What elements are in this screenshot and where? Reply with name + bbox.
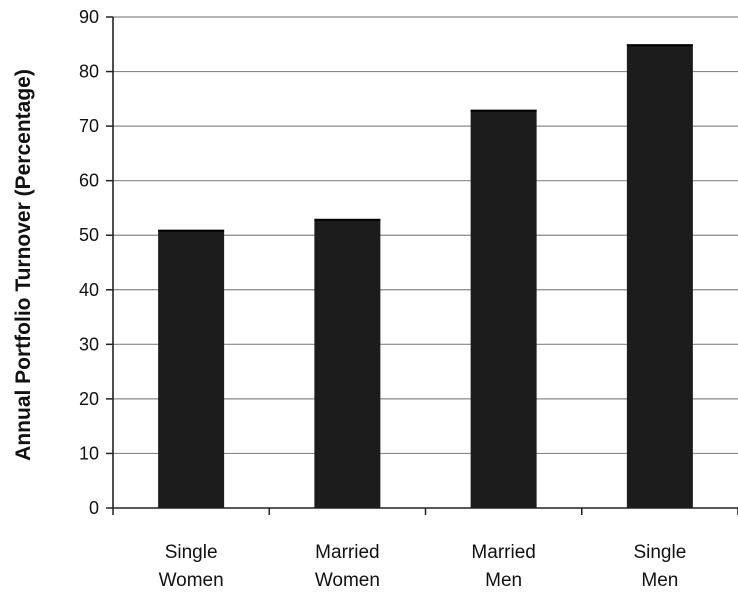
x-category-label-line: Women (315, 570, 380, 591)
bar (314, 218, 381, 508)
x-category-label-line: Single (633, 542, 686, 563)
y-tick-label: 50 (79, 225, 99, 245)
bars (158, 44, 693, 509)
x-category-label: Single Women (159, 542, 224, 591)
x-category-label-line: Men (641, 570, 678, 591)
x-category-label-line: Women (159, 570, 224, 591)
x-category-label-line: Men (485, 570, 522, 591)
x-category-labels: Single Women Married Women Married Men Single M… (159, 542, 687, 591)
y-tick-labels: 0 10 20 30 40 50 60 70 80 90 (79, 7, 99, 518)
y-tick-label: 80 (79, 62, 99, 82)
y-axis-title: Annual Portfolio Turnover (Percentage) (12, 69, 35, 461)
y-tick-label: 10 (79, 443, 99, 463)
y-tick-label: 60 (79, 171, 99, 191)
y-tick-label: 70 (79, 116, 99, 136)
y-tick-label: 40 (79, 280, 99, 300)
x-category-label-line: Married (471, 542, 535, 563)
bar (470, 109, 537, 508)
x-category-label: Married Women (315, 542, 380, 591)
y-tick-label: 90 (79, 7, 99, 27)
x-category-label-line: Married (315, 542, 379, 563)
x-category-label: Single Men (633, 542, 686, 591)
bar (626, 44, 693, 509)
y-tick-label: 0 (89, 498, 99, 518)
y-tick-label: 30 (79, 334, 99, 354)
x-category-label-line: Single (165, 542, 218, 563)
y-tick-label: 20 (79, 389, 99, 409)
bar (158, 229, 225, 508)
x-category-label: Married Men (471, 542, 535, 591)
